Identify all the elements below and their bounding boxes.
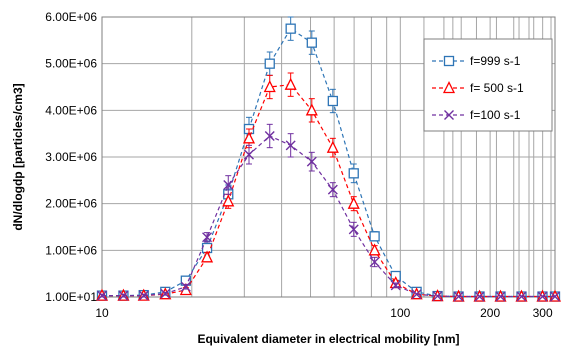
data-point: [264, 131, 275, 141]
data-point: [516, 291, 527, 302]
y-tick-label: 5.00E+06: [45, 57, 97, 71]
data-point: [306, 37, 317, 48]
data-point: [244, 149, 254, 160]
legend-box: [423, 38, 553, 132]
data-point: [284, 77, 297, 90]
plot-area: [101, 16, 556, 298]
x-tick-label: 200: [480, 306, 500, 320]
data-point: [411, 289, 422, 300]
x-axis-label: Equivalent diameter in electrical mobili…: [197, 332, 459, 346]
data-point: [305, 103, 318, 116]
data-point: [201, 250, 214, 263]
data-point: [138, 290, 149, 301]
data-point: [348, 224, 359, 235]
x-tick-label: 10: [95, 306, 109, 320]
y-tick-label: 2.00E+06: [45, 197, 97, 211]
legend-label: f=999 s-1: [470, 54, 521, 68]
data-point: [432, 291, 443, 302]
data-point: [347, 196, 360, 209]
legend-label: f= 500 s-1: [470, 81, 524, 95]
legend-item: f=999 s-1: [432, 54, 521, 68]
data-point: [327, 95, 338, 107]
y-tick-label: 1.00E+06: [45, 243, 97, 257]
y-tick-label: 4.00E+06: [45, 103, 97, 117]
data-point: [474, 291, 485, 302]
data-point: [348, 168, 359, 179]
data-point: [285, 140, 296, 151]
data-point: [495, 291, 506, 302]
legend-item: f=100 s-1: [432, 108, 521, 122]
data-point: [306, 156, 317, 167]
data-point: [326, 140, 339, 153]
data-point: [537, 291, 548, 302]
series-x: [97, 123, 560, 302]
data-point: [97, 290, 107, 301]
data-point: [264, 58, 275, 69]
data-point: [263, 80, 276, 93]
data-point: [550, 291, 560, 302]
data-point: [180, 281, 191, 292]
data-point: [368, 243, 381, 256]
data-point: [390, 280, 401, 291]
x-tick-label: 100: [390, 306, 410, 320]
tick-labels: 1.00E+01 1.00E+06 2.00E+06 3.00E+06 4.00E+06…: [45, 10, 553, 320]
y-axis-label: dN/dlogdp [particles/cm3]: [11, 83, 25, 230]
data-point: [202, 232, 213, 243]
gridlines: [102, 16, 555, 298]
data-point: [444, 110, 454, 120]
data-point: [443, 55, 455, 67]
data-point: [160, 288, 171, 299]
y-tick-label: 1.00E+01: [45, 290, 97, 304]
legend-label: f=100 s-1: [470, 108, 521, 122]
legend-item: f= 500 s-1: [432, 81, 524, 95]
data-point: [223, 180, 234, 190]
y-tick-label: 6.00E+06: [45, 10, 97, 24]
y-tick-label: 3.00E+06: [45, 150, 97, 164]
data-point: [369, 231, 380, 242]
data-point: [242, 131, 256, 144]
series-layer: [95, 16, 562, 302]
data-point: [327, 184, 338, 195]
data-point: [442, 81, 456, 94]
x-tick-label: 300: [533, 306, 553, 320]
legend: f=999 s-1 f= 500 s-1 f=100 s-1: [423, 38, 553, 132]
data-point: [453, 291, 464, 302]
data-point: [118, 290, 129, 301]
data-point: [285, 23, 296, 34]
data-point: [222, 194, 235, 207]
data-point: [369, 257, 380, 267]
